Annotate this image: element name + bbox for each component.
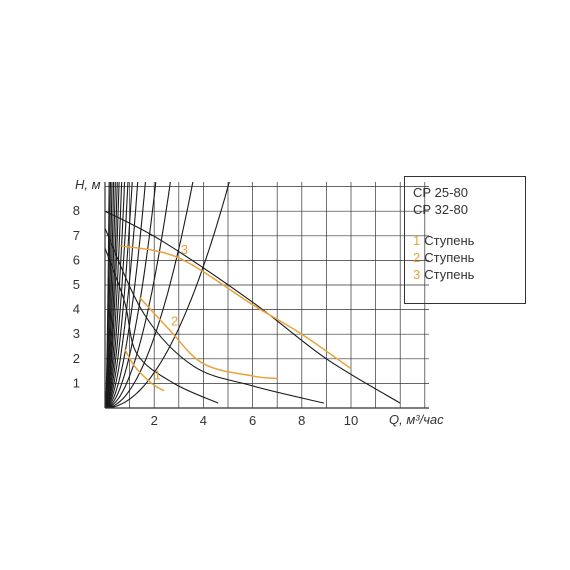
y-tick-label: 8 (73, 203, 80, 218)
y-axis-label: Н, м (75, 177, 101, 192)
x-tick-label: 2 (151, 413, 158, 428)
stage-curve-2 (138, 296, 278, 380)
legend-item-num: 1 (413, 233, 421, 248)
legend-item: 2 Ступень (413, 249, 517, 266)
legend-item: 3 Ступень (413, 266, 517, 283)
performance-curves (105, 210, 401, 404)
system-curve (105, 182, 194, 409)
legend-item-num: 2 (413, 250, 421, 265)
legend-item: 1 Ступень (413, 232, 517, 249)
legend-model: СР 32-80 (413, 202, 468, 217)
legend-item-num: 3 (413, 267, 421, 282)
axes (104, 182, 429, 409)
stage-curve-1 (124, 348, 165, 392)
stage-label-3: 3 (181, 242, 188, 257)
system-curve (105, 182, 157, 409)
system-curve (105, 182, 139, 409)
x-tick-label: 10 (344, 413, 358, 428)
y-tick-label: 2 (73, 351, 80, 366)
stage-label-1: 1 (154, 367, 161, 382)
legend-item-label: Ступень (424, 233, 475, 248)
legend-item-label: Ступень (424, 267, 475, 282)
x-tick-label: 6 (249, 413, 256, 428)
grid (105, 182, 429, 408)
y-tick-label: 7 (73, 228, 80, 243)
performance-curve (105, 228, 325, 404)
y-tick-label: 5 (73, 277, 80, 292)
legend: СР 25-80 СР 32-80 1 Ступень 2 Ступень 3 Сту… (404, 176, 526, 304)
system-curve (105, 182, 230, 409)
y-tick-label: 3 (73, 326, 80, 341)
y-tick-label: 4 (73, 302, 80, 317)
stage-label-2: 2 (171, 313, 178, 328)
performance-curve (105, 210, 401, 404)
system-curves (105, 182, 230, 409)
series-labels: 3 2 1 (154, 242, 188, 382)
legend-model: СР 25-80 (413, 185, 468, 200)
x-tick-label: 4 (200, 413, 207, 428)
x-tick-label: 8 (298, 413, 305, 428)
stage-curve-3 (119, 244, 352, 370)
legend-item-label: Ступень (424, 250, 475, 265)
series (119, 244, 352, 392)
system-curve (105, 182, 171, 409)
performance-curve (105, 247, 219, 404)
x-axis-label: Q, м³/час (389, 412, 444, 427)
y-tick-label: 6 (73, 252, 80, 267)
y-tick-label: 1 (73, 375, 80, 390)
